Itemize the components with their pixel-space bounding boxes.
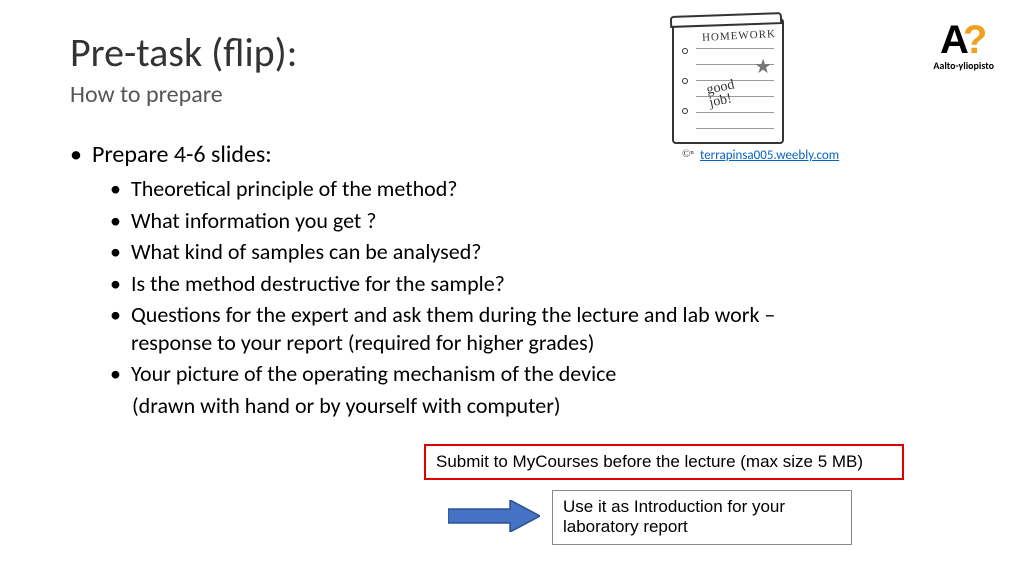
indent-extra-line: (drawn with hand or by yourself with com… bbox=[132, 392, 790, 419]
homework-label: HOMEWORK bbox=[702, 28, 777, 44]
sub-bullet: • Your picture of the operating mechanism… bbox=[110, 360, 790, 388]
slide: Pre-task (flip): How to prepare • Prepar… bbox=[0, 0, 1024, 576]
aalto-logo: A? Aalto-yliopisto bbox=[933, 18, 994, 72]
sub-bullet: • Theoretical principle of the method? bbox=[110, 175, 790, 203]
logo-question-mark: ? bbox=[963, 18, 987, 63]
bullet-mark: • bbox=[110, 270, 121, 298]
sub-bullet-text: Your picture of the operating mechanism … bbox=[131, 360, 790, 388]
credit-prefix: ©ⁿ bbox=[682, 148, 694, 160]
bullet-mark: • bbox=[110, 238, 121, 266]
arrow-icon bbox=[448, 500, 540, 537]
logo-subtitle: Aalto-yliopisto bbox=[933, 59, 994, 72]
bullet-mark: • bbox=[110, 207, 121, 235]
slide-subtitle: How to prepare bbox=[70, 80, 223, 109]
bullet-mark: • bbox=[110, 301, 121, 356]
sub-bullet-text: Theoretical principle of the method? bbox=[131, 175, 790, 203]
sub-bullet-text: Questions for the expert and ask them du… bbox=[131, 301, 790, 356]
submit-callout-box: Submit to MyCourses before the lecture (… bbox=[424, 444, 904, 480]
sub-bullet-text: Is the method destructive for the sample… bbox=[131, 270, 790, 298]
bullet-mark: • bbox=[70, 140, 82, 169]
sub-bullet: • What information you get ? bbox=[110, 207, 790, 235]
bullet-main-text: Prepare 4-6 slides: bbox=[92, 140, 272, 169]
bullet-mark: • bbox=[110, 360, 121, 388]
sub-bullet-text: What information you get ? bbox=[131, 207, 790, 235]
sub-bullet: • Is the method destructive for the sampl… bbox=[110, 270, 790, 298]
bullet-mark: • bbox=[110, 175, 121, 203]
credit-link[interactable]: terrapinsa005.weebly.com bbox=[700, 148, 839, 163]
homework-annotation: good job! bbox=[706, 79, 739, 109]
homework-paper: HOMEWORK good job! ★ bbox=[672, 18, 784, 144]
content-area: • Prepare 4-6 slides: • Theoretical princ… bbox=[70, 140, 790, 419]
sub-bullet: •Questions for the expert and ask them d… bbox=[110, 301, 790, 356]
sub-bullet: • What kind of samples can be analysed? bbox=[110, 238, 790, 266]
slide-title: Pre-task (flip): bbox=[70, 28, 298, 77]
star-icon: ★ bbox=[754, 54, 772, 79]
sub-bullet-text: What kind of samples can be analysed? bbox=[131, 238, 790, 266]
intro-callout-box: Use it as Introduction for your laborato… bbox=[552, 490, 852, 545]
homework-illustration: HOMEWORK good job! ★ bbox=[672, 18, 802, 148]
